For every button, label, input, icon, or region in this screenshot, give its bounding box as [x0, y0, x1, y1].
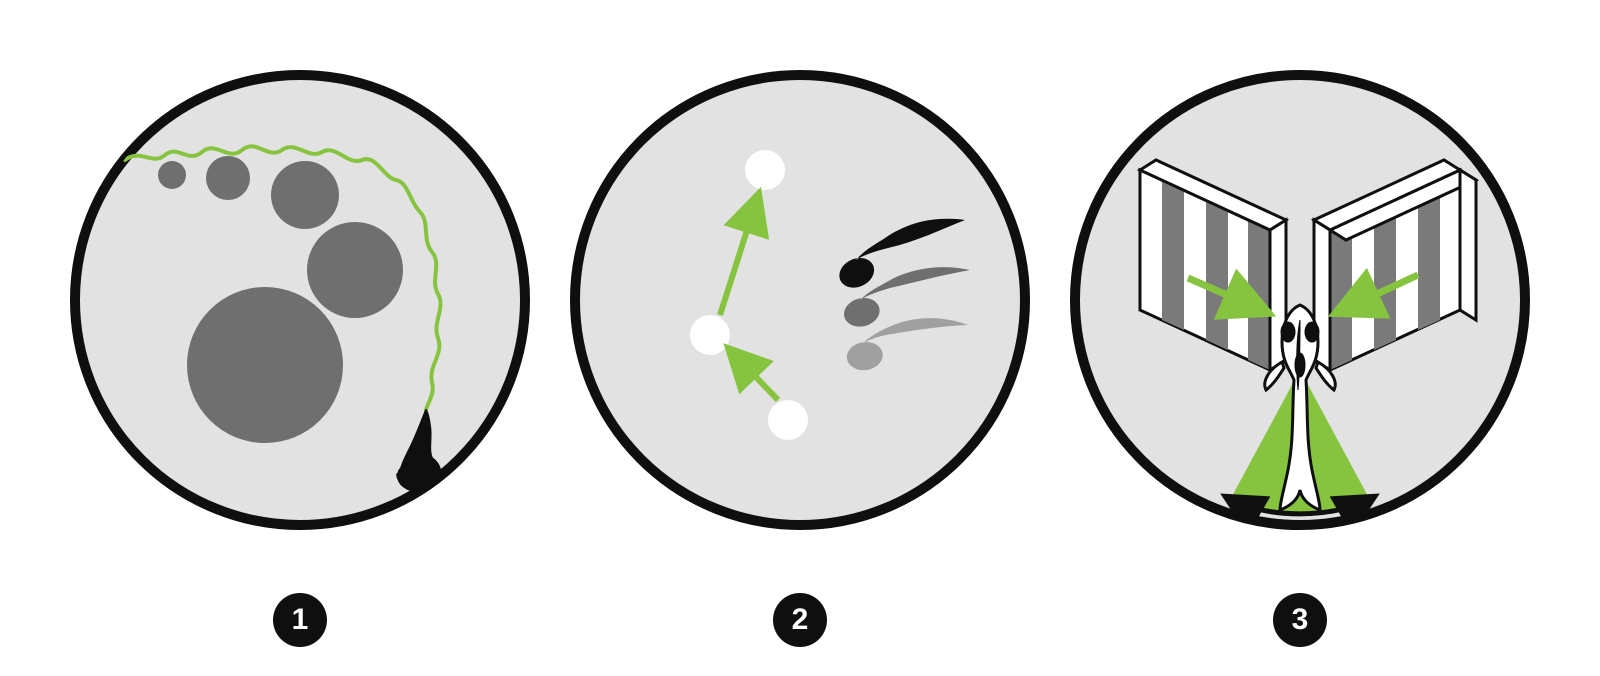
panel-3 [1070, 70, 1530, 530]
panel-badge-1: 1 [273, 593, 327, 647]
badge-label: 3 [1292, 605, 1309, 635]
looming-dot [271, 161, 339, 229]
looming-dot [307, 222, 403, 318]
panel-3-svg [1070, 70, 1530, 530]
badge-label: 1 [292, 605, 309, 635]
panel-2-bg [575, 75, 1025, 525]
looming-dot [187, 287, 343, 443]
panel-badge-2: 2 [773, 593, 827, 647]
badge-label: 2 [792, 605, 809, 635]
panel-2-svg [570, 70, 1030, 530]
looming-dot [158, 161, 186, 189]
looming-dot [206, 156, 250, 200]
figure-stage: 1 2 3 [0, 0, 1600, 676]
prey-dot [768, 400, 808, 440]
panel-1-svg [70, 70, 530, 530]
panel-2 [570, 70, 1030, 530]
panel-1 [70, 70, 530, 530]
prey-dot [690, 315, 730, 355]
panel-badge-3: 3 [1273, 593, 1327, 647]
prey-dot [745, 150, 785, 190]
